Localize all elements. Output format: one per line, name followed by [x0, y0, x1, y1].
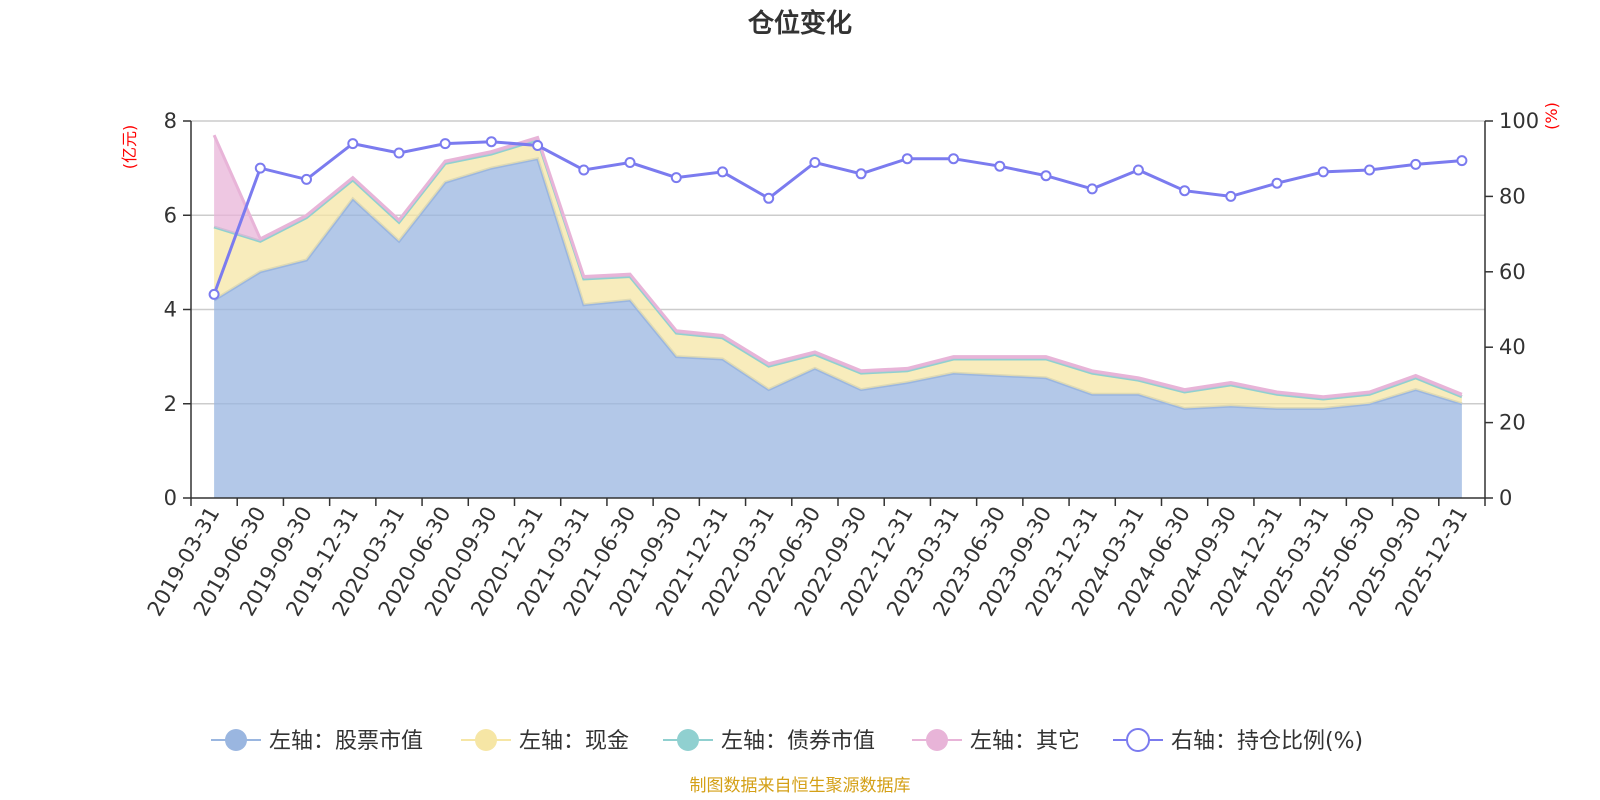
ratio-point [763, 192, 775, 204]
ratio-series-line [212, 140, 1463, 295]
legend-marker [1126, 728, 1150, 752]
ratio-point [1040, 170, 1052, 182]
ratio-point [1225, 190, 1237, 202]
ratio-point [301, 173, 312, 185]
right-tick-label: 60 [1499, 260, 1526, 284]
area-line-左轴：其它 [212, 134, 1463, 399]
right-tick-label: 20 [1499, 411, 1526, 435]
ratio-point [485, 136, 497, 148]
legend-label: 左轴：其它 [970, 729, 1080, 754]
area-左轴：股票市值 [214, 158, 1462, 498]
ratio-point [254, 162, 266, 174]
ratio-point [948, 153, 959, 165]
legend-label: 左轴：现金 [519, 729, 629, 754]
ratio-point [994, 160, 1006, 172]
ratio-point [532, 140, 544, 151]
left-tick-label: 0 [164, 486, 177, 510]
ratio-point [208, 288, 220, 300]
ratio-point [393, 147, 405, 159]
left-tick-label: 6 [164, 203, 177, 227]
left-axis-unit: (亿元) [120, 125, 139, 170]
ratio-line [208, 136, 1468, 300]
ratio-point [1179, 185, 1191, 197]
right-axis-unit: (%) [1542, 102, 1561, 130]
left-tick-label: 2 [164, 392, 177, 416]
chart-title: 仓位变化 [747, 8, 852, 39]
ratio-point [1086, 183, 1098, 195]
left-tick-label: 8 [164, 109, 177, 133]
ratio-point [1317, 166, 1329, 178]
legend-label: 左轴：债券市值 [721, 729, 875, 754]
ratio-point [1456, 155, 1468, 167]
ratio-point [439, 138, 451, 150]
ratio-point [809, 157, 821, 168]
ratio-point [855, 168, 867, 180]
ratio-point [1364, 164, 1375, 176]
ratio-point [578, 164, 590, 176]
right-tick-label: 0 [1499, 486, 1512, 510]
legend-marker [677, 729, 699, 751]
legend: 左轴：股票市值 左轴：现金 左轴：债券市值 左轴：其它 右轴：持仓比例(%) [211, 728, 1363, 754]
source-note: 制图数据来自恒生聚源数据库 [690, 776, 911, 796]
stacked-areas [212, 134, 1463, 498]
legend-marker [926, 729, 948, 751]
ratio-point [1410, 158, 1422, 170]
ratio-point [901, 153, 913, 165]
ratio-point [624, 157, 636, 168]
ratio-point [717, 166, 728, 178]
right-tick-label: 40 [1499, 335, 1526, 359]
ratio-point [670, 172, 682, 184]
right-tick-label: 100 [1499, 109, 1539, 133]
left-tick-label: 4 [164, 298, 177, 322]
legend-label: 右轴：持仓比例(%) [1171, 729, 1363, 754]
right-tick-label: 80 [1499, 184, 1526, 208]
ratio-point [347, 138, 359, 150]
legend-marker [475, 729, 497, 751]
ratio-point [1132, 164, 1144, 176]
legend-label: 左轴：股票市值 [269, 729, 423, 754]
legend-marker [225, 729, 247, 751]
ratio-point [1271, 177, 1283, 189]
